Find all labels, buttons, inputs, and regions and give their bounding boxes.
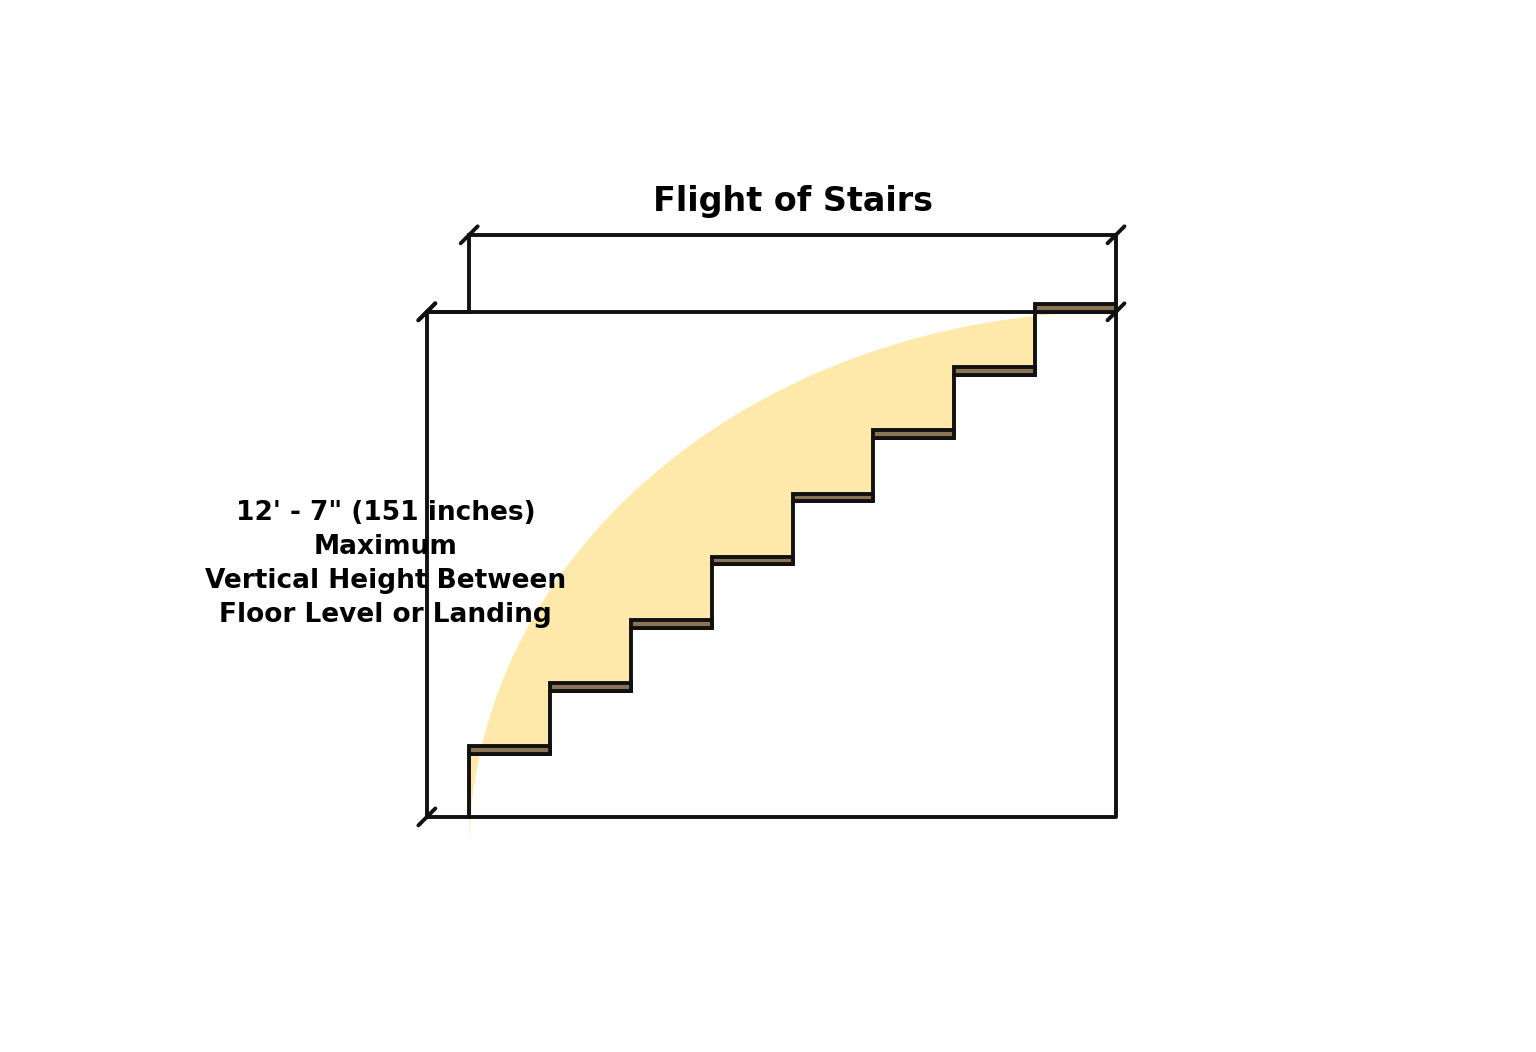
Text: 12' - 7" (151 inches)
Maximum
Vertical Height Between
Floor Level or Landing: 12' - 7" (151 inches) Maximum Vertical H…: [206, 501, 567, 628]
Bar: [793, 493, 874, 501]
Bar: [1035, 304, 1117, 311]
Polygon shape: [468, 311, 1117, 851]
Bar: [711, 557, 793, 564]
Bar: [468, 746, 550, 754]
Bar: [954, 367, 1035, 375]
Text: Flight of Stairs: Flight of Stairs: [653, 185, 932, 218]
Bar: [874, 430, 954, 438]
Bar: [631, 620, 711, 627]
Bar: [550, 683, 631, 691]
